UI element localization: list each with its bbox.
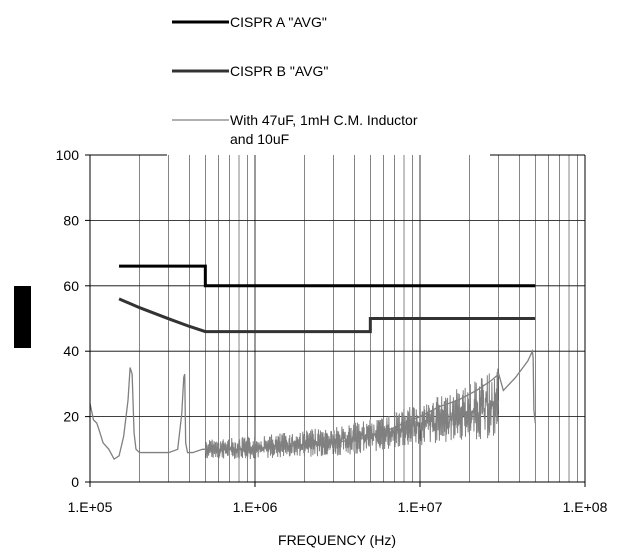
series-line-3 (89, 348, 536, 461)
y-tick-label: 60 (63, 278, 79, 294)
legend: CISPR A "AVG" CISPR B "AVG" With 47uF, 1mH… (172, 14, 418, 147)
x-tick-label: 1.E+08 (563, 499, 608, 515)
x-tick-label: 1.E+06 (233, 499, 278, 515)
legend-label-2: CISPR B "AVG" (230, 63, 328, 79)
y-tick-label: 20 (63, 409, 79, 425)
axis-layer: 0 20 40 60 80 100 1.E+05 1.E+06 1.E+07 1.E+08 (56, 147, 608, 515)
plot-frame (89, 154, 586, 483)
series-layer (89, 264, 536, 461)
legend-label-3: With 47uF, 1mH C.M. Inductor (230, 112, 418, 128)
series-line-2 (118, 297, 536, 334)
x-tick-label: 1.E+05 (68, 499, 113, 515)
x-tick-label: 1.E+07 (398, 499, 443, 515)
series-noise-band (204, 368, 500, 460)
legend-label-1: CISPR A "AVG" (230, 14, 327, 30)
series-line-1 (119, 264, 536, 288)
y-tick-label: 80 (63, 212, 79, 228)
side-marker (14, 286, 31, 348)
x-axis-title: FREQUENCY (Hz) (278, 532, 396, 548)
legend-label-3: and 10uF (230, 131, 289, 147)
y-tick-label: 100 (56, 147, 80, 163)
y-tick-label: 0 (71, 474, 79, 490)
y-tick-label: 40 (63, 343, 79, 359)
